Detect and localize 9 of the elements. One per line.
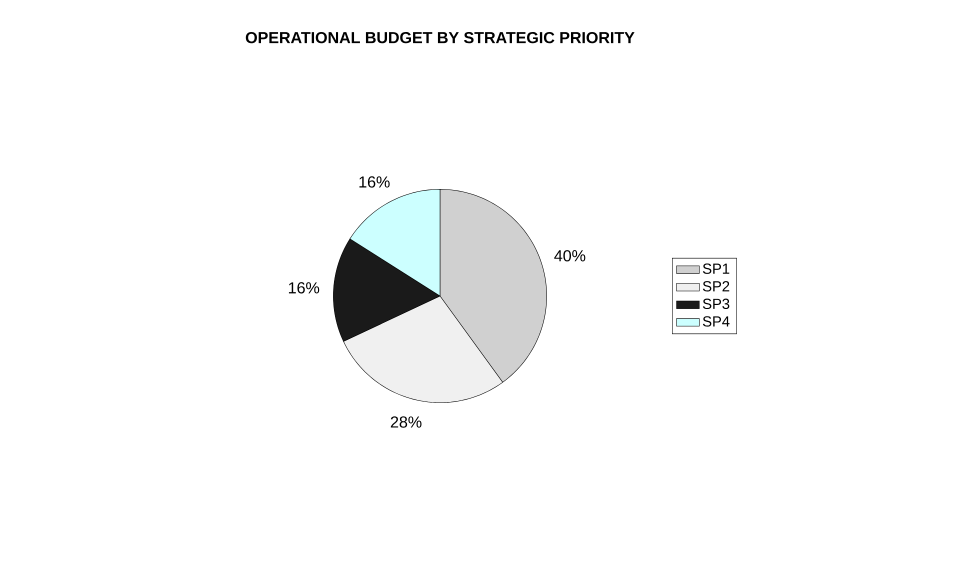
data-label: 40% (554, 250, 586, 262)
legend-label: SP3 (702, 298, 730, 310)
legend-label: SP4 (702, 316, 730, 327)
legend-label: SP2 (702, 281, 730, 292)
chart-title: OPERATIONAL BUDGET BY STRATEGIC PRIORITY (246, 32, 635, 44)
legend-label: SP1 (702, 264, 730, 274)
data-label: 16% (288, 282, 320, 294)
data-label: 16% (359, 176, 390, 188)
data-label: 28% (390, 416, 422, 428)
